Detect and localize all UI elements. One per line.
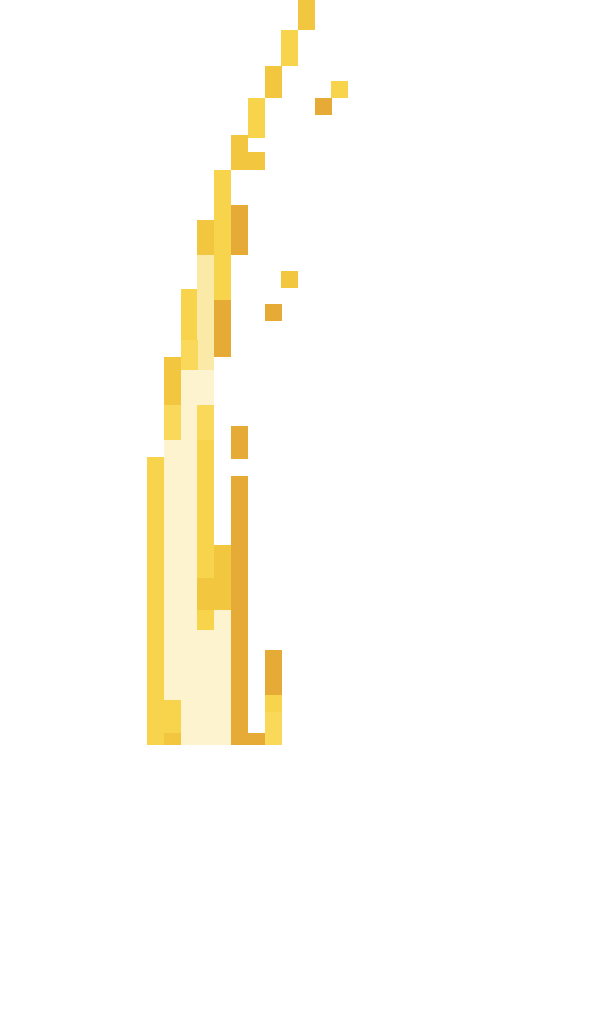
flame-pixel-block-20 bbox=[214, 545, 231, 610]
flame-pixel-block-24 bbox=[231, 205, 248, 255]
flame-pixel-block-14 bbox=[214, 610, 231, 745]
flame-pixel-block-23 bbox=[197, 578, 214, 610]
flame-pixel-block-19 bbox=[214, 200, 231, 300]
flame-blocks bbox=[147, 0, 315, 745]
spark-pixel-3 bbox=[281, 271, 298, 288]
flame-pixel-block-7 bbox=[248, 98, 265, 138]
spark-pixel-2 bbox=[331, 81, 348, 98]
spark-pixel-1 bbox=[315, 98, 332, 115]
flame-pixel-block-1 bbox=[147, 457, 164, 745]
flame-pixel-block-6 bbox=[231, 135, 248, 170]
spark-particles bbox=[265, 81, 348, 321]
flame-pixel-block-22 bbox=[164, 733, 181, 745]
flame-pixel-block-27 bbox=[231, 545, 248, 745]
flame-pixel-block-10 bbox=[298, 0, 315, 30]
flame-pixel-block-33 bbox=[265, 712, 282, 745]
flame-pixel-block-29 bbox=[231, 426, 248, 459]
flame-pixel-block-13 bbox=[197, 255, 214, 370]
flame-pixel-block-8 bbox=[265, 66, 282, 98]
spark-pixel-4 bbox=[265, 304, 282, 321]
flame-pixel-block-26 bbox=[248, 152, 265, 170]
flame-pixel-block-16 bbox=[197, 405, 214, 445]
flame-pixel-block-30 bbox=[248, 733, 265, 745]
flame-pixel-block-25 bbox=[214, 300, 231, 357]
flame-pixel-block-31 bbox=[265, 650, 282, 695]
flame-pixel-block-28 bbox=[231, 476, 248, 545]
flame-pixel-block-15 bbox=[164, 405, 181, 440]
flame-pixel-block-9 bbox=[281, 30, 298, 66]
flame-pixel-block-18 bbox=[181, 340, 198, 370]
